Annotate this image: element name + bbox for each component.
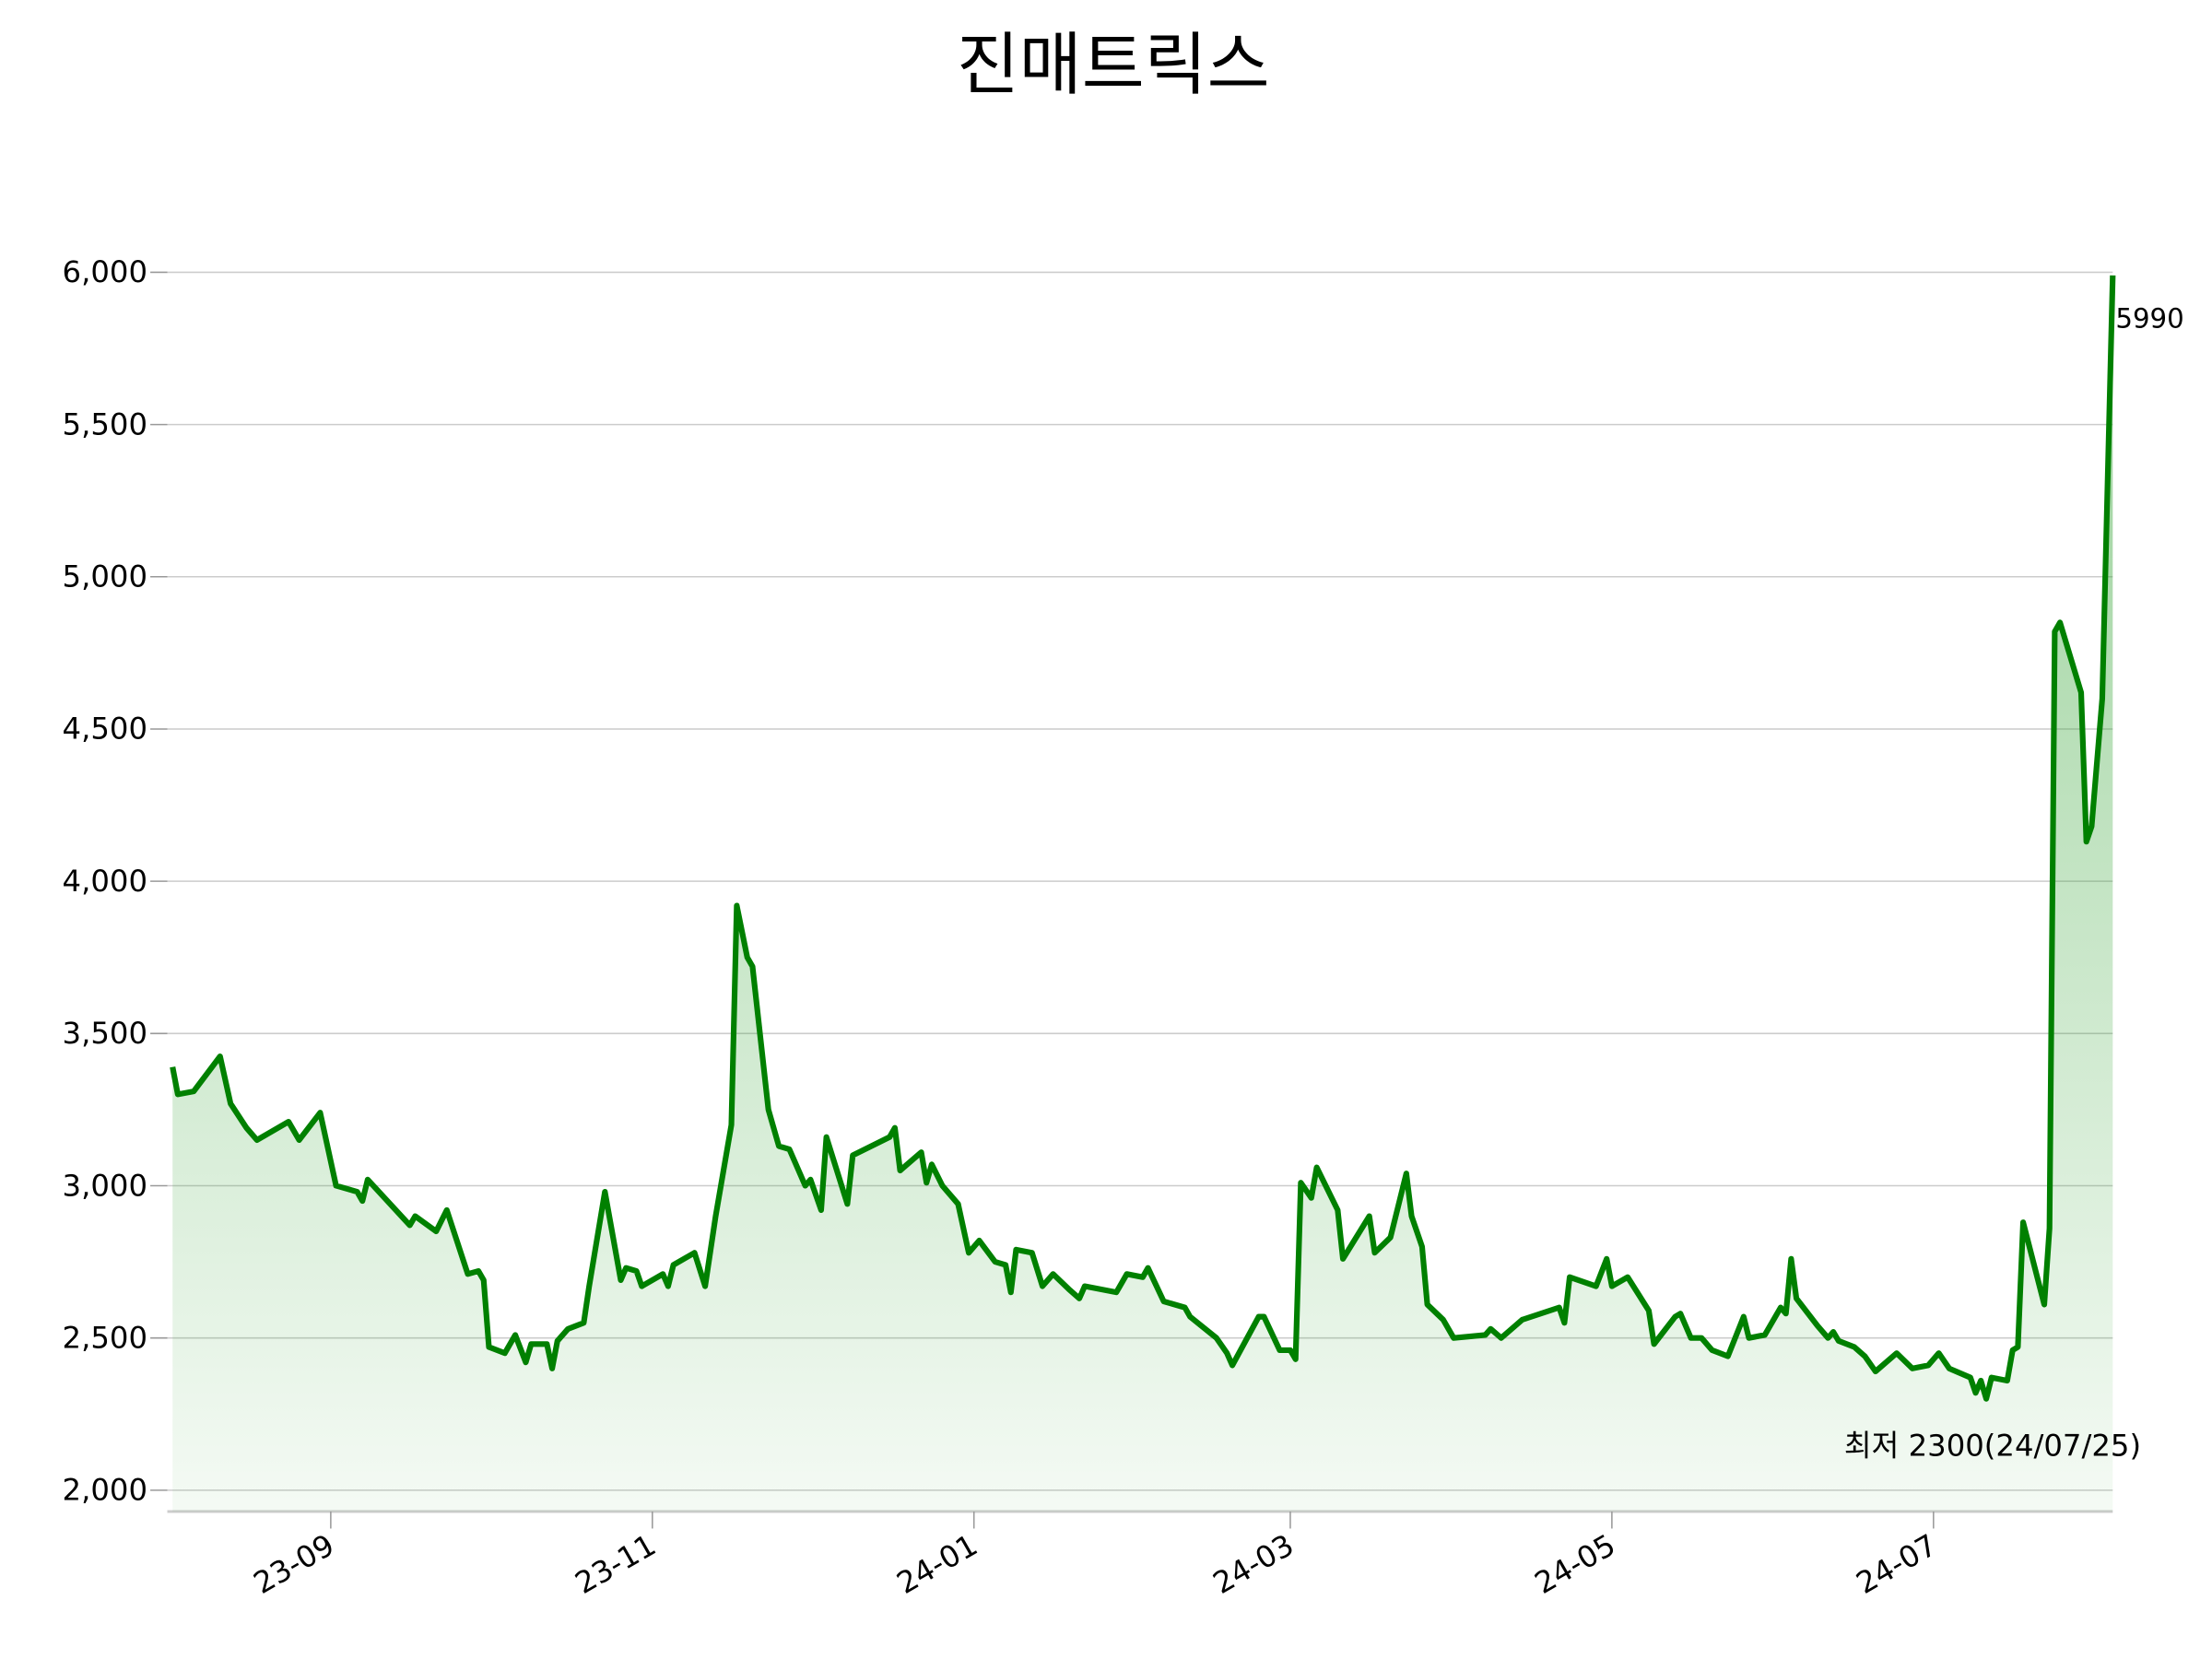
x-tick-label: 24-07	[1851, 1527, 1943, 1601]
y-tick-label: 6,000	[63, 254, 147, 289]
y-tick-label: 5,500	[63, 406, 147, 441]
x-tick-label: 24-01	[891, 1527, 983, 1601]
x-tick-label: 24-03	[1207, 1527, 1300, 1601]
chart-title: 진매트릭스	[957, 25, 1270, 104]
y-tick-label: 3,500	[63, 1016, 147, 1051]
area	[172, 275, 2113, 1512]
x-tick-label: 24-05	[1529, 1527, 1621, 1601]
line	[170, 275, 2116, 1402]
y-tick-label: 3,000	[63, 1168, 147, 1203]
y-tick-label: 2,500	[63, 1320, 147, 1355]
y-tick-label: 5,000	[63, 559, 147, 594]
annotation: 최저 2300(24/07/25)	[1844, 1428, 2141, 1463]
annotation: 5990	[2115, 303, 2183, 335]
x-tick-label: 23-11	[570, 1527, 662, 1601]
y-tick-label: 4,000	[63, 864, 147, 899]
y-tick-label: 2,000	[63, 1473, 147, 1508]
x-tick-label: 23-09	[248, 1527, 340, 1601]
y-tick-label: 4,500	[63, 712, 147, 747]
